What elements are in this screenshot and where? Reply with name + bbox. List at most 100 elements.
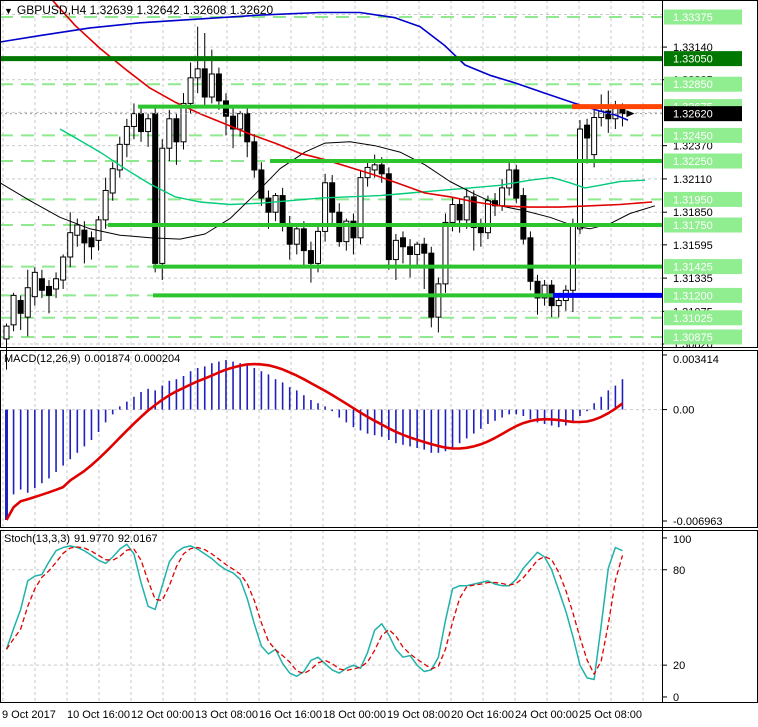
candle-body	[45, 285, 52, 296]
candle-body	[470, 196, 477, 229]
candle-body	[53, 278, 60, 290]
candle-body	[591, 116, 598, 156]
price-badge-current	[664, 106, 742, 122]
candle-body	[350, 220, 357, 239]
candle-body	[520, 195, 527, 240]
price-badge-label: 1.33050	[673, 54, 713, 66]
candle-body	[116, 143, 123, 171]
candle-body	[215, 73, 222, 102]
candle-body	[584, 124, 591, 139]
candle-body	[555, 300, 562, 307]
stoch-axis-label: 80	[673, 565, 685, 577]
ma-red	[51, 0, 653, 208]
time-axis-label: 12 Oct 00:00	[131, 709, 194, 721]
candle-body	[435, 283, 442, 318]
candle-body	[187, 77, 194, 104]
time-axis-label: 20 Oct 16:00	[451, 709, 514, 721]
candle-body	[201, 68, 208, 98]
candle-body	[456, 204, 463, 221]
symbol-title: GBPUSD,H4	[16, 3, 87, 17]
price-badge-label: 1.32850	[673, 79, 713, 91]
candle-body	[88, 237, 95, 248]
candle-body	[484, 200, 491, 234]
candle-body	[159, 147, 166, 264]
symbol-dropdown-icon[interactable]: ▼	[4, 6, 13, 16]
candle-body	[576, 128, 583, 230]
candle-body	[166, 118, 173, 149]
macd-indicator-label: MACD(12,26,9) 0.001874 0.000204	[4, 353, 184, 365]
candle-body	[442, 221, 449, 285]
price-axis: 1.331401.328851.323701.321101.318501.315…	[662, 9, 742, 704]
candle-body	[371, 164, 378, 171]
candle-body	[145, 118, 152, 133]
candle-body	[265, 197, 272, 213]
stoch-d-line	[5, 546, 624, 675]
price-badge-pale	[664, 329, 742, 345]
macd-axis-label: -0.006963	[673, 516, 723, 528]
candle-body	[477, 227, 484, 234]
price-badge-pale	[664, 259, 742, 275]
ma-blue	[0, 11, 629, 121]
time-axis-label: 24 Oct 00:00	[515, 709, 578, 721]
candle-body	[343, 220, 350, 243]
candle-body	[322, 182, 329, 232]
candle-body	[414, 243, 421, 255]
candle-body	[569, 224, 576, 291]
price-badge-label: 1.32620	[673, 109, 713, 121]
price-badge-pale	[664, 191, 742, 207]
candle-body	[272, 195, 279, 213]
price-badge-dark	[664, 51, 742, 67]
time-axis-label: 18 Oct 00:00	[323, 709, 386, 721]
candle-body	[605, 110, 612, 120]
candle-body	[499, 187, 506, 207]
time-axis-label: 10 Oct 16:00	[67, 709, 130, 721]
price-axis-label: 1.32370	[673, 141, 713, 153]
candle-body	[385, 173, 392, 261]
candle-body	[619, 108, 626, 115]
candle-body	[258, 169, 265, 199]
candle-body	[449, 204, 456, 223]
candle-body	[130, 113, 137, 127]
price-badge-label: 1.32450	[673, 130, 713, 142]
candle-body	[463, 196, 470, 221]
stoch-indicator-label: Stoch(13,3,3) 91.9770 92.0167	[4, 533, 162, 545]
price-badge-label: 1.31200	[673, 290, 713, 302]
candle-body	[378, 164, 385, 175]
stoch-name: Stoch(13,3,3)	[4, 533, 71, 545]
time-axis-label: 19 Oct 08:00	[387, 709, 450, 721]
candle-body	[138, 113, 145, 133]
price-badge-label: 1.33375	[673, 12, 713, 24]
price-axis-label: 1.33140	[673, 42, 713, 54]
price-badge-pale	[664, 153, 742, 169]
price-badge-pale	[664, 217, 742, 233]
candle-body	[506, 169, 513, 189]
price-badge-label: 1.31425	[673, 262, 713, 274]
price-badge-pale	[664, 287, 742, 303]
stoch-axis-label: 100	[673, 534, 691, 546]
candle-body	[194, 68, 201, 79]
macd-main-value: 0.001874	[84, 353, 131, 365]
stoch-layer	[5, 543, 624, 681]
candle-body	[300, 228, 307, 252]
macd-signal-line	[5, 362, 624, 521]
candle-body	[10, 294, 17, 326]
candle-body	[24, 287, 31, 318]
candle-body	[244, 113, 251, 143]
candle-body	[286, 224, 293, 245]
price-badge-pale	[664, 127, 742, 143]
candle-body	[74, 224, 81, 236]
candle-body	[81, 229, 88, 244]
time-axis-label: 13 Oct 08:00	[195, 709, 258, 721]
time-axis-label: 25 Oct 08:00	[579, 709, 642, 721]
candle-body	[428, 252, 435, 318]
stoch-main-value: 91.9770	[74, 533, 114, 545]
price-badge-label: 1.30875	[673, 332, 713, 344]
macd-axis-label: 0.00	[673, 405, 694, 417]
candle-body	[60, 256, 67, 281]
candle-body	[237, 113, 244, 130]
price-axis-label: 1.31335	[673, 273, 713, 285]
time-axis-label: 16 Oct 16:00	[259, 709, 322, 721]
